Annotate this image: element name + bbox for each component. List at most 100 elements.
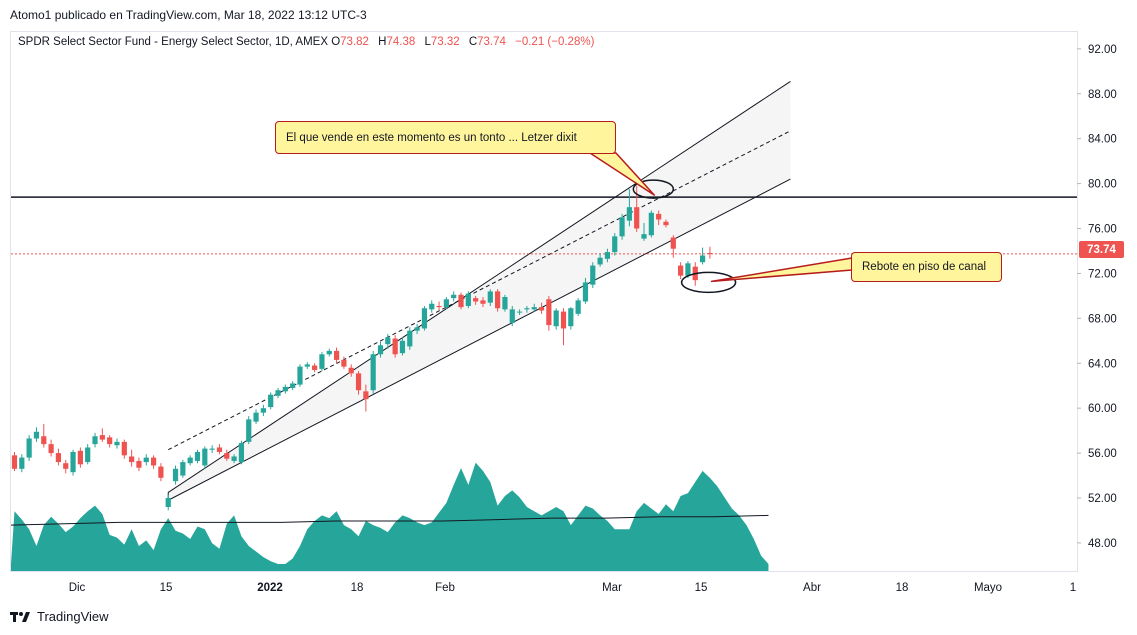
candle[interactable] (114, 438, 120, 449)
candle[interactable] (11, 451, 18, 472)
candle[interactable] (158, 463, 164, 482)
candle[interactable] (612, 233, 618, 256)
candlestick-series[interactable] (11, 185, 713, 511)
candle[interactable] (341, 356, 347, 369)
candle[interactable] (575, 298, 581, 317)
candle[interactable] (63, 459, 69, 474)
candle[interactable] (407, 327, 413, 350)
candle[interactable] (495, 289, 501, 312)
candle[interactable] (238, 440, 245, 465)
candle[interactable] (92, 432, 98, 448)
candle[interactable] (590, 262, 596, 289)
candle[interactable] (429, 300, 435, 313)
candle[interactable] (392, 335, 398, 358)
peak-highlight-ellipse[interactable] (632, 179, 675, 199)
candle[interactable] (319, 352, 325, 372)
candle[interactable] (399, 337, 406, 356)
candle[interactable] (180, 459, 186, 478)
candle[interactable] (553, 308, 559, 330)
candle[interactable] (597, 253, 603, 267)
candle[interactable] (194, 449, 201, 464)
candle[interactable] (568, 307, 574, 330)
candle[interactable] (202, 446, 208, 469)
candle[interactable] (107, 435, 113, 448)
candle[interactable] (436, 301, 442, 311)
candle[interactable] (209, 445, 215, 454)
channel-lower-line[interactable] (167, 178, 791, 501)
candle[interactable] (333, 347, 340, 364)
candle[interactable] (626, 189, 632, 227)
callout-bottom[interactable]: Rebote en piso de canal (851, 252, 1002, 282)
bounce-highlight-ellipse[interactable] (680, 271, 737, 294)
candle[interactable] (231, 454, 237, 464)
chart-frame[interactable] (10, 31, 1078, 572)
candle[interactable] (129, 449, 135, 467)
candle[interactable] (246, 416, 252, 445)
candle[interactable] (187, 455, 193, 466)
candle[interactable] (546, 295, 552, 331)
candle[interactable] (77, 447, 83, 468)
candle[interactable] (48, 439, 54, 457)
candle[interactable] (26, 435, 32, 461)
candle[interactable] (326, 348, 332, 357)
candle[interactable] (509, 305, 515, 327)
candle[interactable] (55, 448, 62, 466)
candle[interactable] (70, 449, 76, 476)
candle[interactable] (656, 210, 662, 226)
candle[interactable] (172, 465, 179, 485)
candle[interactable] (150, 455, 157, 469)
callout-top[interactable]: El que vende en este momento es un tonto… (275, 121, 616, 154)
y-axis[interactable]: 48.00 52.00 56.00 60.00 64.00 68.00 72.00 76.00… (1077, 44, 1117, 550)
candle[interactable] (253, 409, 259, 424)
candle[interactable] (121, 439, 127, 459)
candle[interactable] (85, 444, 91, 465)
candle[interactable] (458, 292, 464, 310)
candle[interactable] (487, 289, 493, 306)
candle[interactable] (143, 454, 149, 466)
candle[interactable] (524, 305, 530, 313)
candle[interactable] (312, 363, 318, 373)
candle[interactable] (421, 305, 428, 331)
candle[interactable] (414, 323, 420, 335)
candle[interactable] (385, 334, 391, 349)
candle[interactable] (480, 297, 486, 308)
channel-mid-line[interactable] (167, 130, 791, 451)
x-axis[interactable]: Dic 15 2022 18 Feb Mar 15 Abr 18 Mayo 1 (69, 582, 1077, 594)
candle[interactable] (282, 384, 288, 394)
candle[interactable] (465, 291, 471, 309)
candle[interactable] (663, 219, 669, 228)
candle[interactable] (224, 449, 230, 461)
candle[interactable] (685, 261, 691, 278)
candle[interactable] (451, 291, 457, 302)
candle[interactable] (531, 303, 537, 312)
candle[interactable] (216, 444, 223, 455)
candle[interactable] (538, 302, 545, 314)
tradingview-logo[interactable]: TradingView (10, 609, 109, 624)
candle[interactable] (516, 309, 523, 315)
candle[interactable] (648, 210, 654, 238)
candle[interactable] (582, 277, 589, 304)
candle[interactable] (297, 364, 303, 387)
candle[interactable] (290, 381, 296, 391)
candle[interactable] (670, 235, 676, 258)
candle[interactable] (19, 454, 25, 473)
candle[interactable] (136, 457, 142, 472)
candle[interactable] (348, 364, 354, 377)
candle[interactable] (699, 247, 706, 265)
candle[interactable] (355, 371, 362, 395)
channel-upper-line[interactable] (167, 80, 791, 493)
candle[interactable] (99, 428, 105, 442)
candle[interactable] (707, 246, 713, 259)
candle[interactable] (619, 213, 625, 240)
candle[interactable] (641, 222, 647, 241)
candle[interactable] (304, 362, 310, 369)
candle[interactable] (33, 427, 40, 442)
candle[interactable] (502, 294, 508, 312)
candle[interactable] (443, 297, 449, 310)
candle[interactable] (165, 494, 171, 511)
candle[interactable] (260, 404, 266, 417)
candle[interactable] (268, 392, 274, 410)
candle[interactable] (473, 295, 479, 305)
candle[interactable] (275, 387, 281, 399)
